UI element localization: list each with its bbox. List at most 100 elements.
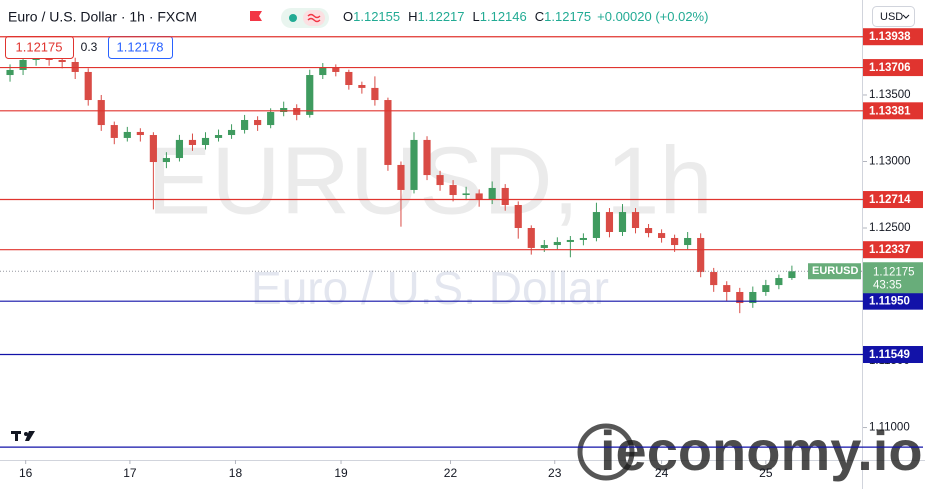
- tv-logo: [11, 431, 35, 441]
- buy-price[interactable]: 1.12178: [117, 39, 164, 54]
- x-tick-label: 17: [123, 466, 137, 480]
- candle-body: [384, 100, 392, 165]
- level-label: 1.12714: [869, 194, 911, 206]
- level-label: 1.13706: [869, 62, 911, 74]
- ohlc-value: 1.12146: [480, 9, 527, 24]
- candle-body: [749, 291, 757, 304]
- level-label-box: [863, 28, 923, 46]
- y-tick-label: 1.11000: [869, 422, 910, 434]
- x-tick-label: 25: [759, 466, 773, 480]
- ohlc-change: +0.00020 (+0.02%): [597, 9, 708, 24]
- candle-body: [671, 237, 679, 246]
- candle-body: [149, 135, 157, 163]
- ohlc-value: 1.12155: [353, 9, 400, 24]
- x-tick-label: 16: [19, 466, 33, 480]
- ohlc-values: O1.12155 H1.12217 L1.12146 C1.12175 +0.00020…: [343, 9, 708, 24]
- candle-body: [618, 212, 627, 232]
- level-label-box: [863, 241, 923, 259]
- level-label: 1.12337: [869, 244, 911, 256]
- level-label-box: [863, 59, 923, 77]
- symbol-title: Euro / U.S. Dollar · 1h · FXCM: [8, 9, 197, 25]
- candle-body: [723, 285, 731, 292]
- candle-body: [605, 212, 614, 232]
- candle-body: [475, 193, 483, 200]
- candle-body: [110, 125, 118, 138]
- candle-body: [84, 71, 92, 101]
- candle-body: [462, 193, 470, 196]
- logo-part: [25, 431, 35, 441]
- candle-body: [293, 108, 301, 115]
- x-tick-label: 22: [444, 466, 458, 480]
- ohlc-key: C: [535, 9, 544, 24]
- candle-body: [123, 131, 131, 138]
- candle-body: [306, 75, 314, 115]
- candle-body: [345, 71, 353, 86]
- level-label: 1.11549: [869, 349, 910, 361]
- candle-body: [397, 164, 405, 190]
- sell-price[interactable]: 1.12175: [16, 39, 63, 54]
- candle-body: [527, 228, 535, 248]
- x-tick-label: 19: [334, 466, 348, 480]
- last-symbol: EURUSD: [812, 265, 859, 277]
- candle-body: [553, 241, 561, 246]
- candle-body: [319, 67, 327, 76]
- candle-body: [162, 158, 170, 163]
- candle-body: [501, 187, 509, 205]
- status-dot: [289, 14, 297, 22]
- candle-body: [358, 85, 366, 88]
- level-label: 1.11950: [869, 296, 910, 308]
- logo-part: [24, 432, 28, 436]
- candle-body: [631, 212, 640, 229]
- wave-icon: [307, 13, 321, 23]
- candle-body: [762, 285, 770, 292]
- level-label-box: [863, 191, 923, 209]
- ohlc-key: O: [343, 9, 353, 24]
- logo-part: [15, 431, 18, 441]
- ohlc-key: H: [408, 9, 417, 24]
- candle-body: [136, 131, 144, 136]
- candle-body: [371, 87, 379, 101]
- candle-body: [188, 139, 197, 145]
- candle-body: [332, 67, 340, 72]
- ohlc-value: 1.12217: [418, 9, 465, 24]
- candle-body: [488, 187, 496, 200]
- level-label-box: [863, 292, 923, 310]
- brand-mark: [577, 423, 635, 481]
- candle-body: [540, 245, 548, 248]
- flag-icon[interactable]: [250, 11, 262, 21]
- level-label: 1.13938: [869, 31, 911, 43]
- level-label-box: [863, 346, 923, 364]
- candle-body: [644, 228, 653, 234]
- candle-body: [254, 119, 262, 126]
- candle-body: [436, 175, 444, 186]
- ohlc-key: L: [473, 9, 480, 24]
- x-tick-label: 23: [548, 466, 562, 480]
- candle-body: [710, 272, 718, 286]
- last-price: 1.12175: [873, 266, 915, 278]
- candle-body: [775, 278, 783, 286]
- candle-body: [227, 129, 236, 136]
- candle-body: [280, 108, 288, 113]
- y-tick-label: 1.13500: [869, 89, 911, 101]
- currency-label[interactable]: USD: [880, 11, 903, 23]
- spread: 0.3: [81, 40, 98, 54]
- countdown: 43:35: [873, 279, 902, 291]
- status-badge: [303, 10, 325, 26]
- candle-body: [579, 237, 587, 240]
- candle-body: [566, 239, 574, 242]
- ohlc-value: 1.12175: [544, 9, 591, 24]
- currency-dropdown[interactable]: [872, 6, 915, 27]
- candle-body: [449, 185, 457, 196]
- candle-body: [19, 59, 27, 70]
- candle-body: [201, 137, 210, 145]
- last-price-box: [863, 262, 923, 294]
- candle-body: [423, 139, 431, 176]
- candle-body: [214, 135, 223, 138]
- candle-body: [410, 139, 418, 190]
- last-symbol-box: [808, 263, 861, 280]
- brand-text: ieconomy.io: [600, 419, 923, 482]
- candle-body: [267, 112, 275, 126]
- candle-body: [684, 237, 692, 246]
